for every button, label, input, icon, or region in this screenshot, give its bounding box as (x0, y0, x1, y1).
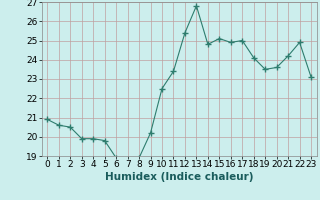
X-axis label: Humidex (Indice chaleur): Humidex (Indice chaleur) (105, 172, 253, 182)
